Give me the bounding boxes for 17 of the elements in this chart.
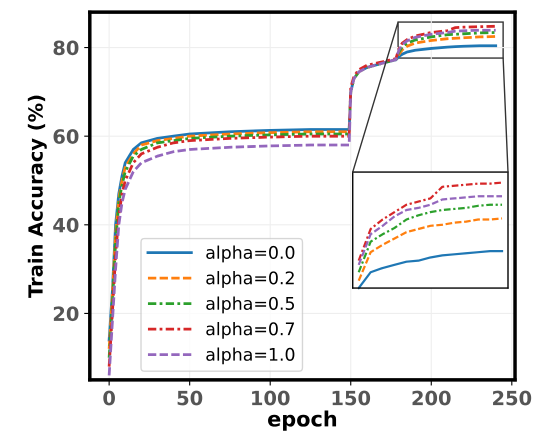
legend-label: alpha=0.2: [206, 271, 294, 288]
legend-label: alpha=0.5: [206, 296, 294, 314]
y-axis-title: Train Accuracy (%): [28, 96, 47, 298]
y-tick-label: 40: [53, 218, 78, 232]
y-tick-label: 80: [54, 40, 78, 56]
x-tick-label: 0: [103, 390, 115, 406]
legend-label: alpha=1.0: [206, 347, 294, 364]
x-tick-label: 250: [493, 390, 532, 406]
x-tick-label: 200: [412, 390, 451, 406]
y-tick-label: 20: [54, 306, 78, 322]
x-axis-title: epoch: [268, 410, 336, 431]
x-tick-label: 100: [252, 390, 290, 406]
x-tick-label: 50: [178, 390, 202, 406]
y-tick-label: 60: [54, 129, 78, 144]
x-tick-label: 150: [332, 390, 370, 406]
legend-label: alpha=0.7: [206, 322, 294, 339]
legend-label: alpha=0.0: [206, 246, 294, 262]
